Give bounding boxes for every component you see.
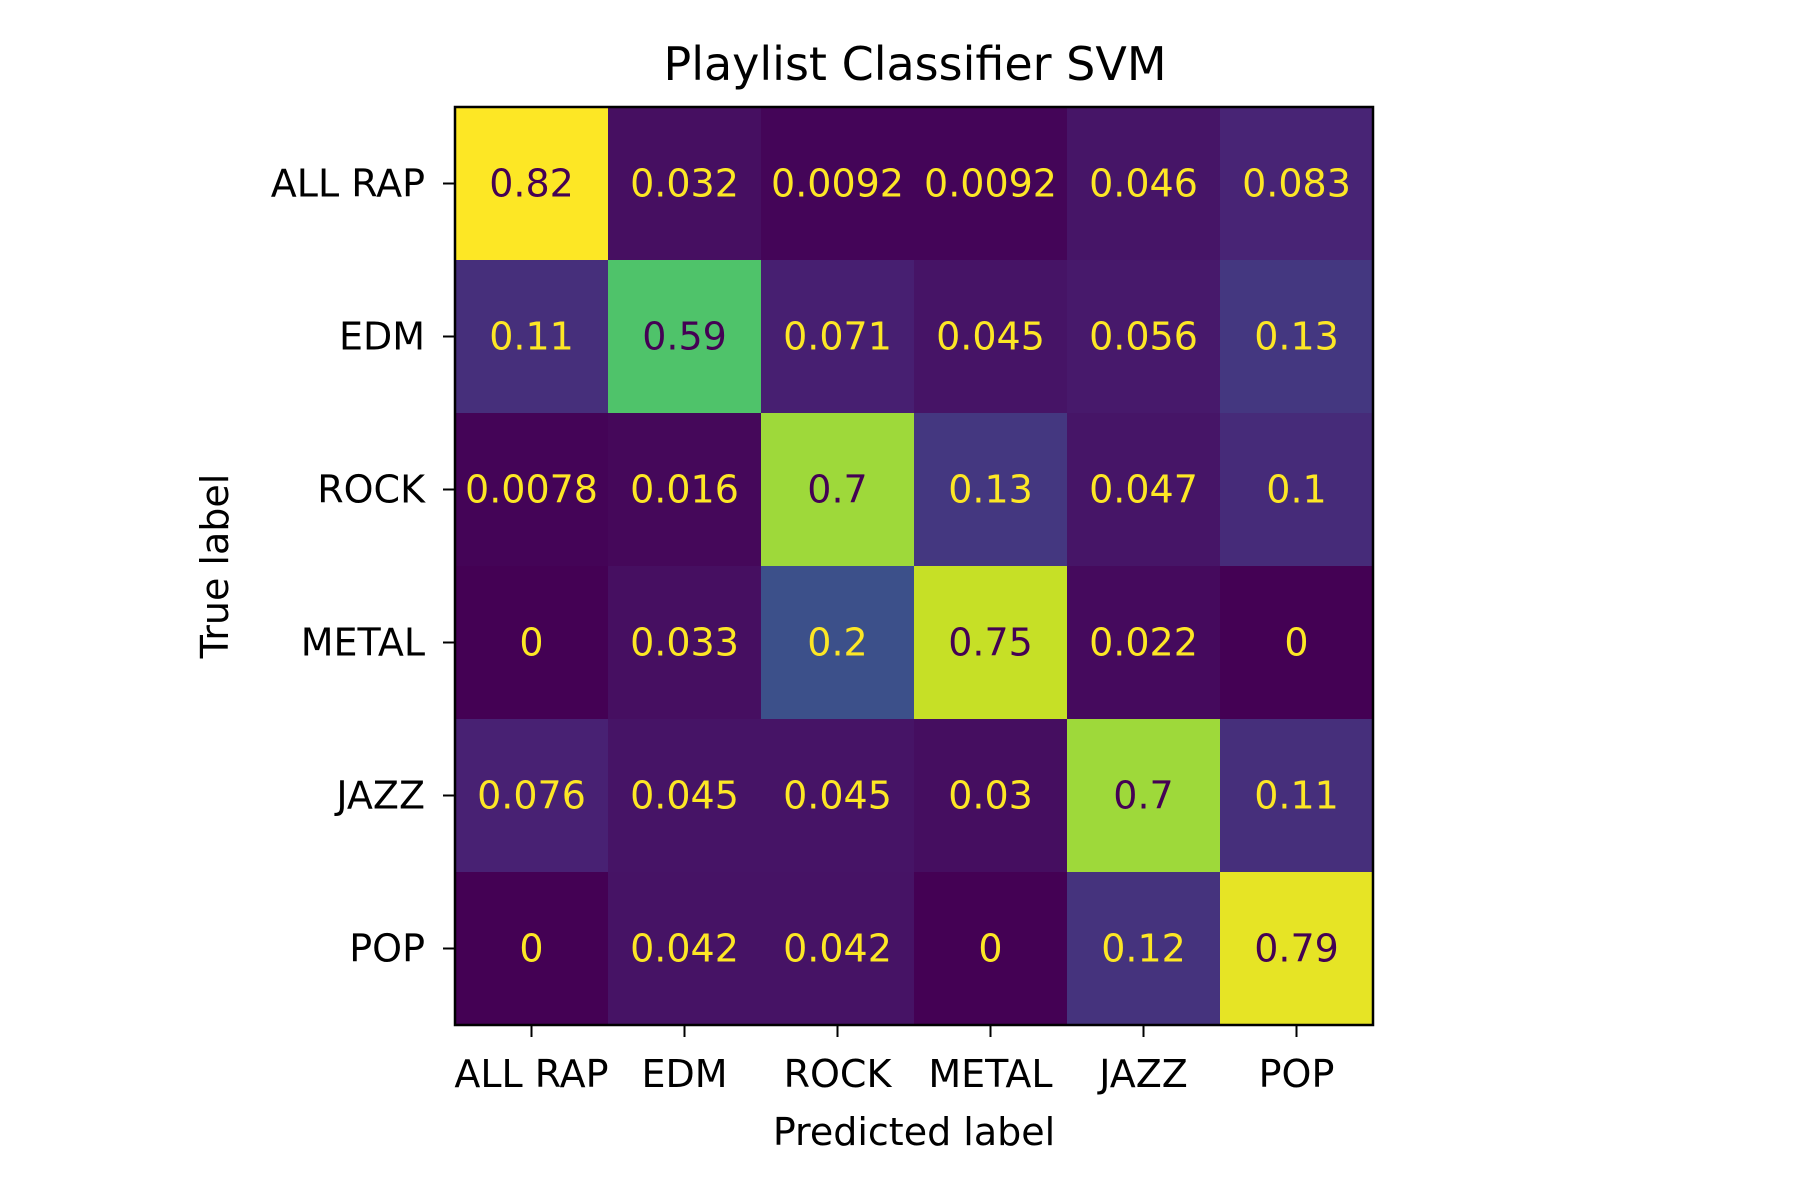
heatmap-cell	[761, 872, 915, 1026]
heatmap-cell	[455, 719, 609, 873]
cell-value-label: 0.076	[477, 774, 586, 818]
heatmap-cell	[455, 413, 609, 567]
y-tick-label: JAZZ	[334, 774, 425, 818]
heatmap-cell	[608, 107, 762, 261]
y-tick-label: POP	[349, 927, 425, 971]
heatmap-cell	[1220, 719, 1374, 873]
y-tick-label: ROCK	[317, 468, 426, 512]
cell-value-label: 0.083	[1242, 162, 1351, 206]
cell-value-label: 0.13	[948, 468, 1033, 512]
cell-value-label: 0.12	[1101, 927, 1186, 971]
cell-value-label: 0	[978, 927, 1002, 971]
cell-value-label: 0	[1284, 621, 1308, 665]
heatmap-cell	[608, 872, 762, 1026]
heatmap-cell	[1220, 107, 1374, 261]
cell-value-label: 0.7	[807, 468, 867, 512]
cell-value-label: 0.042	[630, 927, 739, 971]
plot-frame	[453, 105, 1375, 1027]
cell-value-label: 0.1	[1266, 468, 1326, 512]
heatmap-cell	[608, 260, 762, 414]
y-axis-label: True label	[193, 474, 237, 660]
heatmap-cell	[1067, 719, 1221, 873]
heatmap-cell	[1220, 566, 1374, 720]
heatmap-cell	[455, 260, 609, 414]
cell-value-label: 0.071	[783, 315, 892, 359]
cell-value-label: 0.042	[783, 927, 892, 971]
cell-value-label: 0.045	[630, 774, 739, 818]
cell-value-label: 0.11	[1254, 774, 1339, 818]
x-tick-label: JAZZ	[1097, 1052, 1188, 1096]
heatmap-cell	[914, 719, 1068, 873]
heatmap-cells	[455, 107, 1374, 1026]
heatmap-cell	[1067, 872, 1221, 1026]
cell-value-label: 0.11	[489, 315, 574, 359]
cell-value-label: 0.047	[1089, 468, 1198, 512]
heatmap-cell	[761, 719, 915, 873]
heatmap-cell	[608, 566, 762, 720]
cell-value-label: 0	[519, 621, 543, 665]
cell-value-label: 0.13	[1254, 315, 1339, 359]
heatmap-cell	[1067, 260, 1221, 414]
y-axis-ticks: ALL RAP EDM ROCK METAL JAZZ POP	[271, 162, 455, 971]
heatmap-cell	[1220, 413, 1374, 567]
cell-value-label: 0.022	[1089, 621, 1198, 665]
heatmap-cell	[914, 566, 1068, 720]
heatmap-cell	[761, 413, 915, 567]
heatmap-cell	[1220, 872, 1374, 1026]
cell-value-label: 0.7	[1113, 774, 1173, 818]
heatmap-cell	[1067, 107, 1221, 261]
cell-value-label: 0	[519, 927, 543, 971]
cell-value-label: 0.056	[1089, 315, 1198, 359]
cell-value-label: 0.2	[807, 621, 867, 665]
heatmap-cell	[914, 107, 1068, 261]
x-tick-label: METAL	[928, 1052, 1052, 1096]
y-tick-label: EDM	[339, 315, 425, 359]
cell-value-label: 0.75	[948, 621, 1033, 665]
cell-value-label: 0.0078	[465, 468, 598, 512]
heatmap-cell	[608, 719, 762, 873]
x-tick-label: POP	[1259, 1052, 1335, 1096]
heatmap-cell	[455, 566, 609, 720]
heatmap-cell	[914, 413, 1068, 567]
x-tick-label: ROCK	[784, 1052, 893, 1096]
heatmap-cell	[608, 413, 762, 567]
heatmap-cell	[1067, 566, 1221, 720]
y-tick-label: METAL	[301, 621, 425, 665]
cell-value-label: 0.82	[489, 162, 574, 206]
cell-value-label: 0.032	[630, 162, 739, 206]
heatmap-cell	[761, 107, 915, 261]
x-axis-label: Predicted label	[773, 1110, 1055, 1154]
heatmap-cell	[1067, 413, 1221, 567]
cell-value-label: 0.0092	[924, 162, 1057, 206]
cell-value-label: 0.045	[783, 774, 892, 818]
cell-value-label: 0.045	[936, 315, 1045, 359]
cell-value-label: 0.79	[1254, 927, 1339, 971]
heatmap-cell	[914, 260, 1068, 414]
cell-value-label: 0.016	[630, 468, 739, 512]
heatmap-cell	[914, 872, 1068, 1026]
cell-value-label: 0.59	[642, 315, 727, 359]
heatmap-cell	[761, 566, 915, 720]
cell-value-label: 0.033	[630, 621, 739, 665]
x-tick-label: EDM	[641, 1052, 727, 1096]
x-axis-ticks: ALL RAP EDM ROCK METAL JAZZ POP	[454, 1025, 1334, 1096]
heatmap-cell	[455, 107, 609, 261]
chart-title: Playlist Classifier SVM	[663, 37, 1166, 91]
heatmap-cell	[455, 872, 609, 1026]
heatmap-cell	[761, 260, 915, 414]
x-tick-label: ALL RAP	[454, 1052, 608, 1096]
y-tick-label: ALL RAP	[271, 162, 425, 206]
heatmap-cell-labels: 0.82 0.032 0.0092 0.0092 0.046 0.083 0.11 0.59 0…	[465, 162, 1351, 971]
cell-value-label: 0.0092	[771, 162, 904, 206]
heatmap-cell	[1220, 260, 1374, 414]
cell-value-label: 0.046	[1089, 162, 1198, 206]
cell-value-label: 0.03	[948, 774, 1033, 818]
